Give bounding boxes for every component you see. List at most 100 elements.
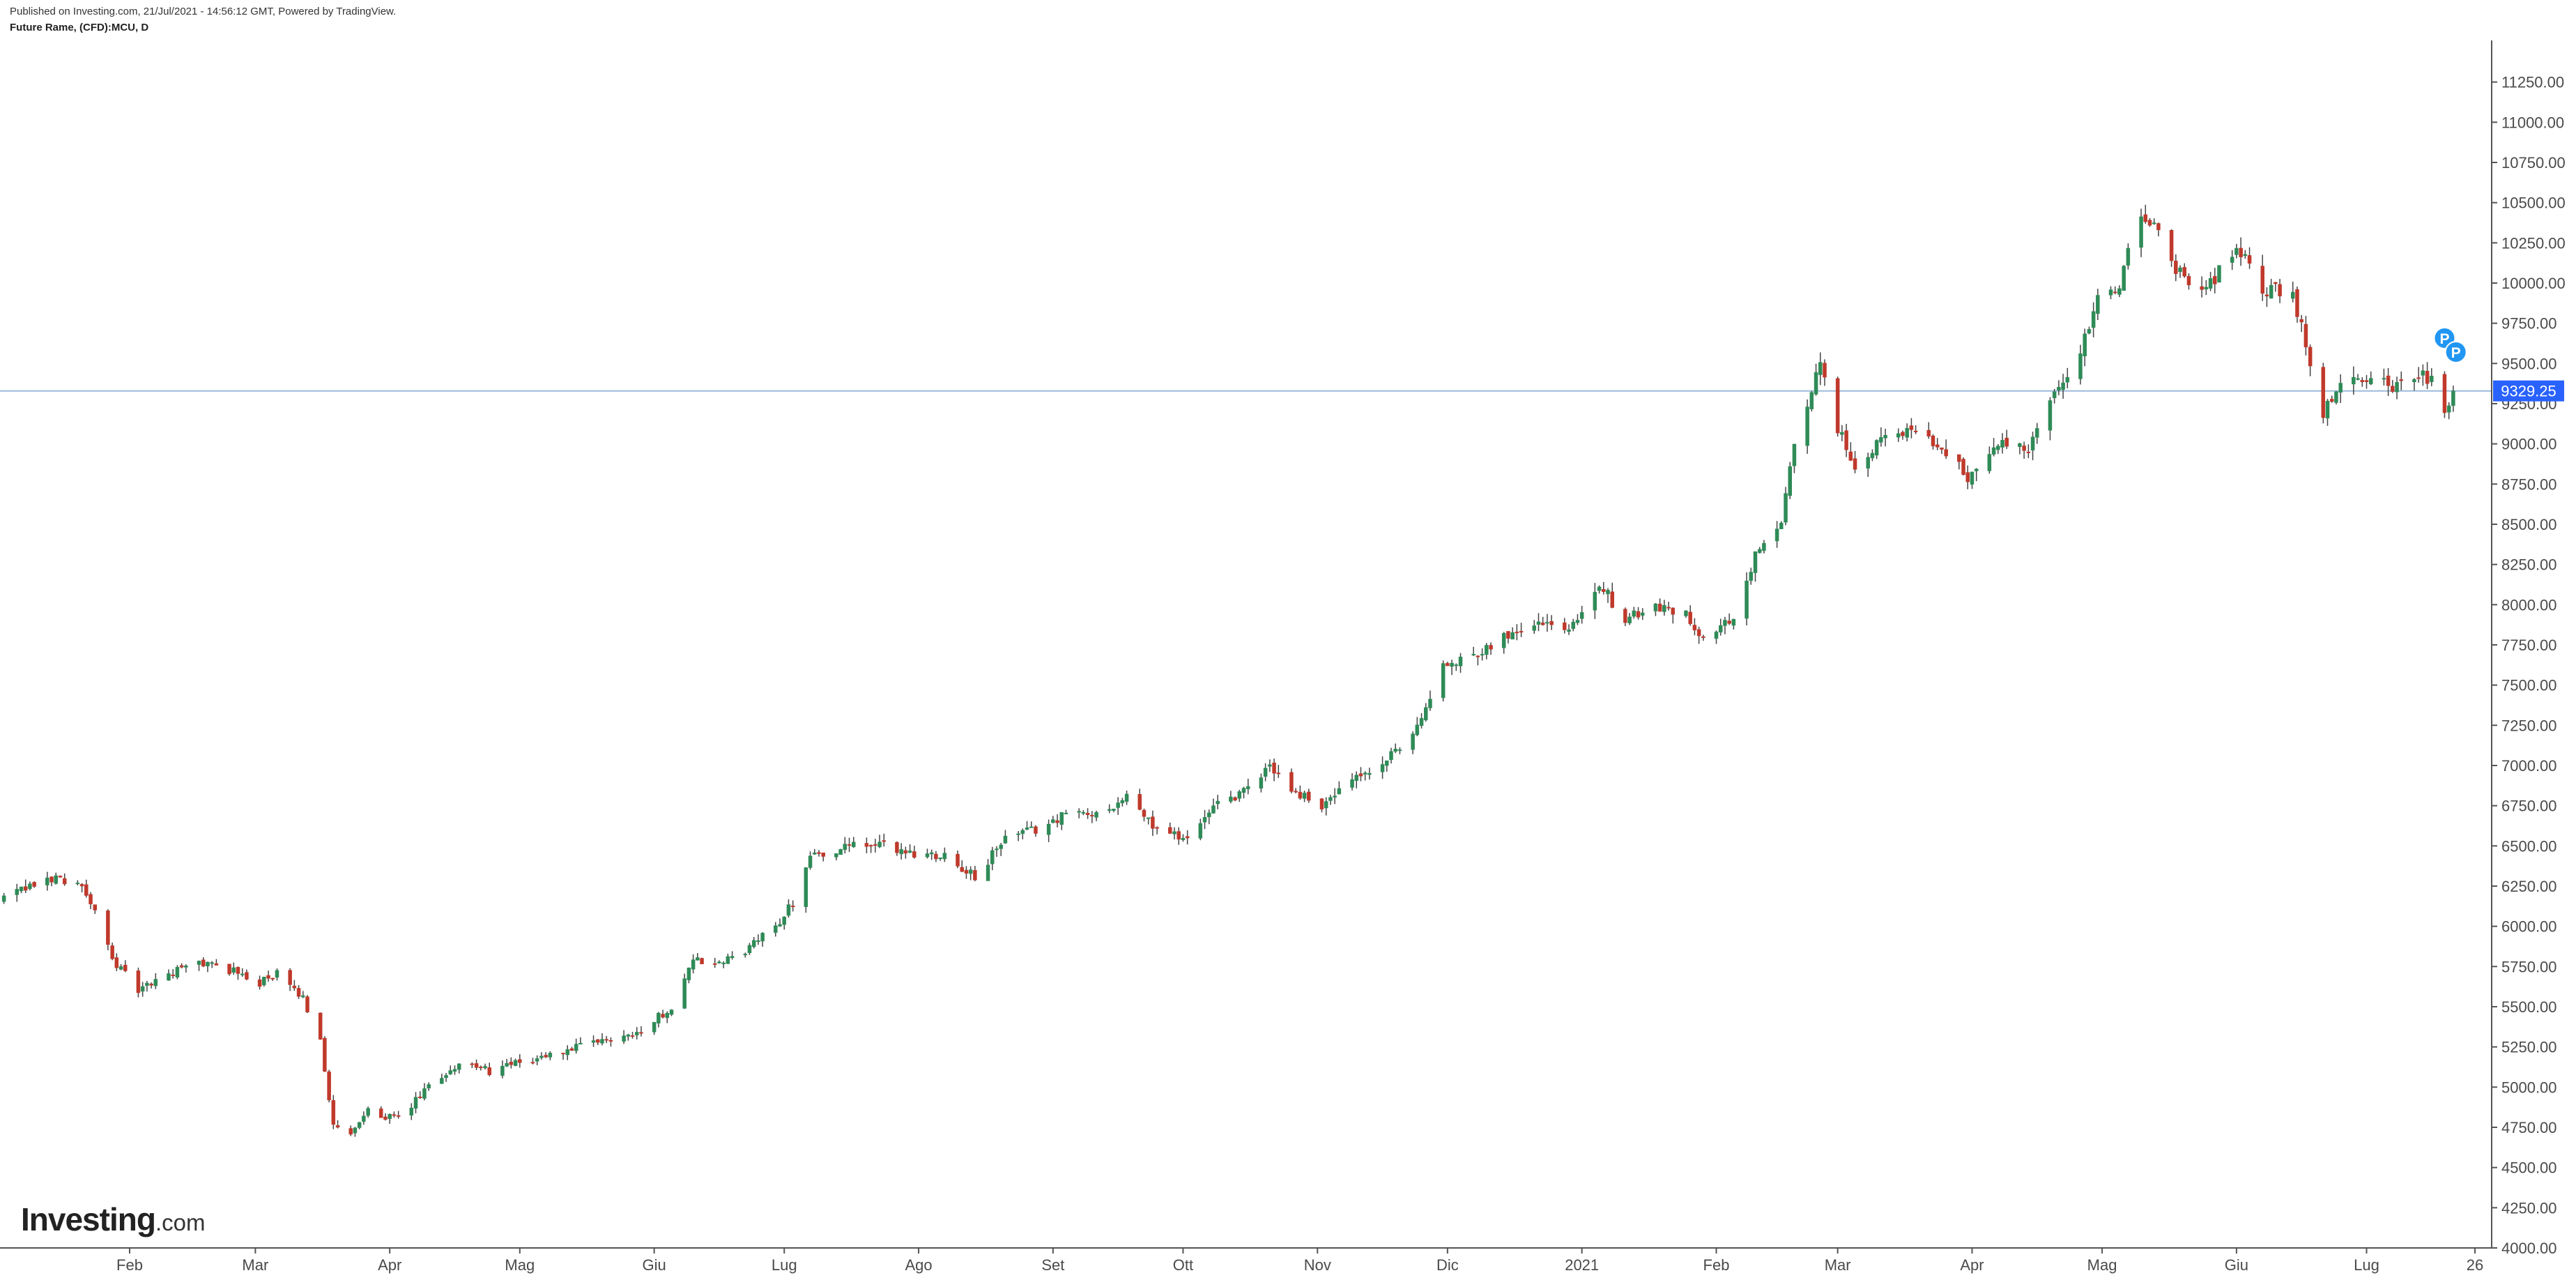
candle-up [15,889,20,895]
candle-down [2442,374,2447,413]
candle-up [1181,838,1186,840]
candle-down [1563,622,1567,630]
candle-down [62,878,67,885]
candle-up [669,1009,674,1015]
candle-up [591,1040,596,1043]
candle-down [960,867,964,872]
candle-up [838,849,843,855]
candle-up [548,1053,553,1058]
y-tick-label: 7500.00 [2501,677,2557,694]
candle-up [687,968,691,980]
candle-down [2360,380,2365,383]
candle-down [1519,631,1524,633]
candle-up [427,1084,431,1089]
candle-down [214,963,219,966]
candle-down [2308,346,2313,367]
y-tick-label: 7250.00 [2501,717,2557,734]
candle-up [28,883,32,890]
candle-down [2321,367,2326,418]
candle-down [847,844,852,846]
candle-down [296,988,301,997]
candle-down [2156,223,2161,231]
candle-up [1991,447,1996,455]
candle-up [1575,620,1580,623]
candle-down [934,853,938,860]
candle-down [544,1055,548,1058]
candle-up [1064,812,1068,814]
candle-up [1116,802,1120,808]
candle-down [2186,275,2191,286]
candle-down [868,845,873,847]
candle-up [1536,621,1541,625]
candle-up [2078,353,2083,379]
x-tick-label: Mar [242,1256,268,1274]
candle-up [1874,440,1879,456]
candle-up [1749,572,1754,581]
candle-down [23,886,28,891]
candle-up [929,852,934,855]
candle-up [1974,468,1979,471]
y-tick-label: 11250.00 [2501,74,2564,91]
candle-up [275,970,279,978]
candle-up [1996,445,2000,450]
candle-up [1380,764,1385,772]
candle-up [843,844,848,850]
candle-down [1602,588,1606,592]
candle-up [1970,471,1975,485]
event-marker[interactable]: P [2444,341,2467,363]
candle-up [45,877,49,885]
candle-down [2274,282,2278,284]
candle-up [210,962,214,964]
candle-down [1940,447,1944,450]
y-tick-label: 5750.00 [2501,958,2557,975]
candle-down [1636,611,1641,618]
candle-down [2278,284,2282,296]
candle-up [1805,406,1809,446]
candle-down [1935,444,1940,448]
candle-up [2178,267,2182,273]
candle-up [1723,620,1727,626]
event-markers[interactable]: PP [2433,327,2467,363]
y-tick-label: 6750.00 [2501,798,2557,815]
candle-down [136,970,141,993]
candle-down [1055,820,1059,823]
x-tick-label: Giu [2225,1256,2248,1274]
candle-down [1142,809,1147,817]
candle-up [726,956,730,964]
candle-up [1641,612,1645,616]
candle-down [58,876,63,878]
y-tick-label: 10250.00 [2501,234,2566,252]
y-tick-label: 7000.00 [2501,757,2557,775]
candle-up [1632,610,1636,617]
candle-up [54,875,59,884]
x-tick-label: Giu [642,1256,666,1274]
candle-up [1333,795,1337,798]
candle-down [2022,445,2026,451]
y-tick-label: 11000.00 [2501,114,2564,131]
last-price-tag: 9329.25 [2493,380,2564,402]
candle-up [747,945,752,953]
candle-down [1931,435,1935,447]
candle-up [353,1127,358,1134]
candle-up [1814,372,1818,395]
y-tick-label: 4250.00 [2501,1199,2557,1217]
candle-down [873,844,877,846]
candle-up [2204,287,2209,290]
candle-down [1610,591,1614,608]
candle-up [2030,436,2035,451]
candle-up [2122,266,2126,291]
candle-up [778,924,782,927]
candle-down [1671,607,1676,615]
candle-up [2096,295,2100,314]
candle-up [440,1078,444,1084]
candle-down [2425,370,2430,384]
candle-up [1411,733,1415,750]
candle-down [1666,607,1671,609]
candle-down [1475,655,1480,657]
candle-up [652,1021,657,1033]
candle-down [903,850,908,854]
candle-down [1358,773,1363,777]
candle-up [1784,493,1788,523]
candle-up [2382,378,2386,380]
